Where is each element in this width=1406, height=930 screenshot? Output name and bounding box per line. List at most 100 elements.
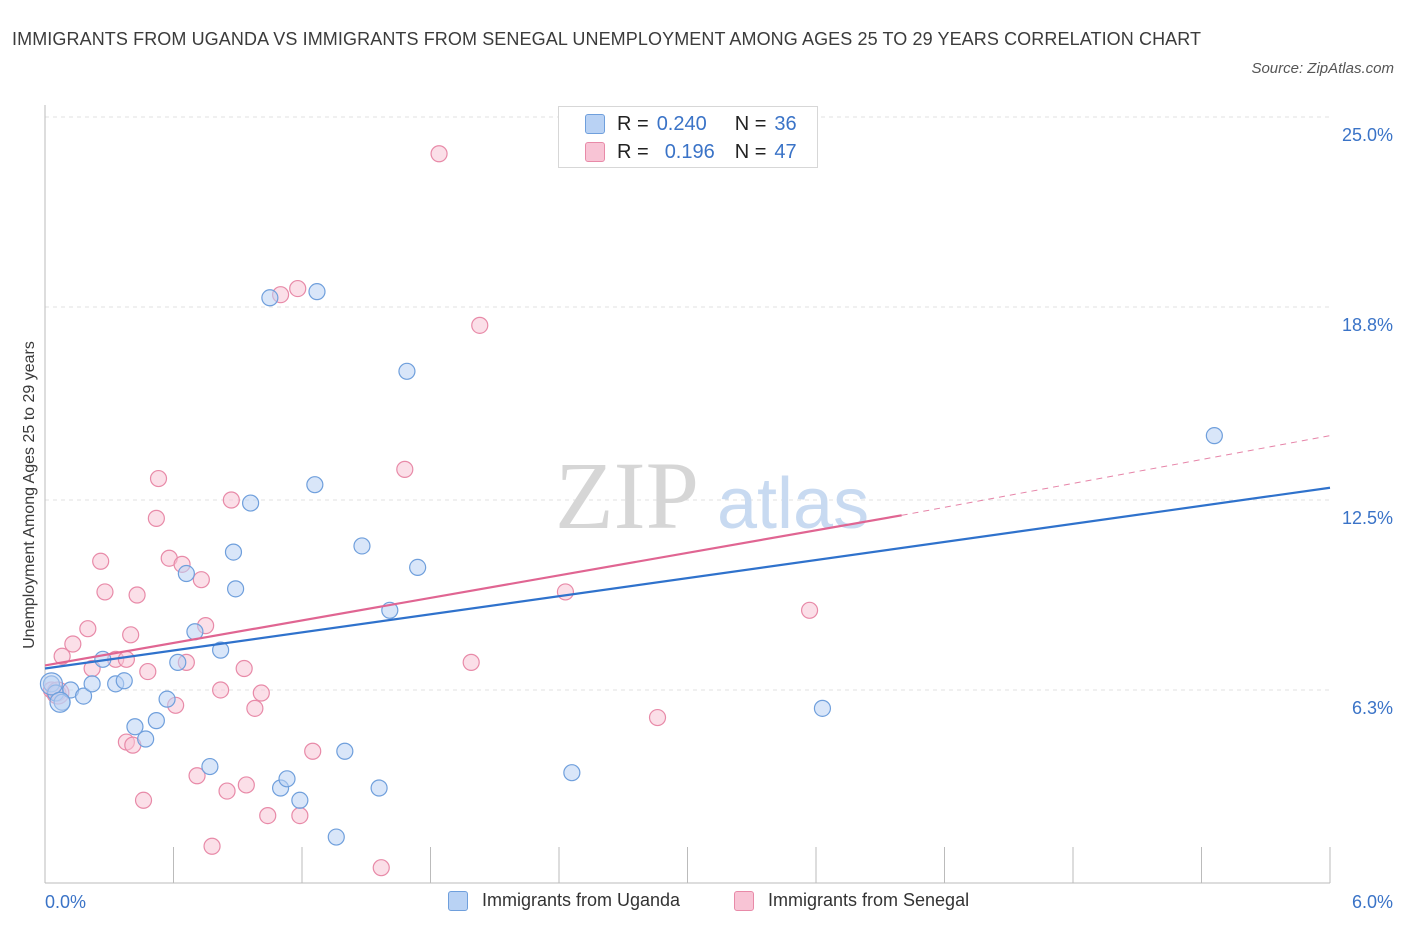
senegal-n-value: 47 (774, 140, 797, 163)
senegal-r-label: R = (617, 140, 649, 163)
senegal-point (237, 776, 255, 794)
trend-lines (44, 435, 1331, 670)
y-tick-label: 12.5% (1342, 508, 1393, 528)
senegal-point (188, 767, 206, 785)
uganda-point (813, 699, 832, 717)
y-tick-labels: 6.3% 12.5% 18.8% 25.0% (1342, 125, 1393, 718)
uganda-point (158, 690, 176, 708)
y-tick-label: 18.8% (1342, 315, 1393, 335)
uganda-point (177, 564, 195, 583)
chart-title: IMMIGRANTS FROM UGANDA VS IMMIGRANTS FRO… (12, 29, 1202, 49)
uganda-swatch (585, 114, 605, 134)
uganda-point (261, 289, 279, 307)
senegal-point (212, 681, 230, 699)
uganda-n-label: N = (734, 112, 767, 135)
watermark-zip: ZIP (555, 442, 699, 549)
senegal-point (117, 650, 135, 668)
senegal-point (252, 684, 270, 702)
uganda-point (308, 283, 326, 301)
senegal-swatch (585, 142, 605, 162)
uganda-point (291, 791, 309, 809)
uganda-point (398, 362, 416, 380)
senegal-point (203, 837, 221, 855)
senegal-point (222, 491, 240, 509)
axes (44, 105, 1331, 884)
senegal-point (79, 620, 97, 638)
senegal-trend-extension (901, 435, 1331, 516)
uganda-point (409, 558, 427, 577)
uganda-r-label: R = (617, 112, 649, 135)
senegal-point (291, 806, 309, 825)
senegal-n-label: N = (734, 140, 767, 163)
y-tick-label: 25.0% (1342, 125, 1393, 145)
legend-item-uganda[interactable]: Immigrants from Uganda (448, 890, 680, 911)
uganda-point (227, 580, 245, 598)
watermark-atlas: atlas (717, 464, 869, 544)
senegal-trend-line (44, 514, 902, 667)
senegal-point (53, 647, 71, 665)
series-legend: Immigrants from Uganda Immigrants from S… (0, 890, 1406, 916)
uganda-n-value: 36 (774, 112, 797, 135)
senegal-point (139, 662, 157, 681)
uganda-legend-label: Immigrants from Uganda (482, 890, 681, 910)
senegal-point (648, 708, 667, 727)
senegal-point (92, 552, 110, 570)
senegal-point (218, 782, 236, 800)
uganda-point (137, 730, 155, 748)
senegal-points (42, 145, 819, 877)
correlation-legend: R = 0.240 N = 36 R = 0.196 N = 47 (558, 106, 818, 168)
uganda-legend-swatch (448, 890, 468, 911)
senegal-point (556, 583, 575, 601)
senegal-point (64, 635, 82, 653)
uganda-point (224, 543, 243, 561)
uganda-trend-line (44, 486, 1331, 670)
uganda-point (115, 672, 133, 690)
senegal-point (147, 509, 165, 527)
senegal-point (192, 571, 210, 589)
uganda-point (212, 641, 230, 659)
senegal-point (149, 469, 168, 488)
uganda-point (306, 476, 324, 494)
uganda-point (1205, 427, 1223, 445)
senegal-point (304, 742, 322, 760)
uganda-point (169, 653, 187, 671)
uganda-point (83, 675, 101, 693)
senegal-legend-label: Immigrants from Senegal (768, 890, 970, 910)
uganda-point (563, 764, 581, 782)
uganda-points (39, 283, 1223, 846)
uganda-point (39, 672, 64, 696)
senegal-point (800, 601, 819, 619)
senegal-point (134, 791, 153, 809)
senegal-point (372, 859, 390, 877)
senegal-legend-swatch (734, 890, 754, 911)
uganda-point (242, 494, 260, 512)
legend-item-senegal[interactable]: Immigrants from Senegal (734, 890, 969, 911)
uganda-point (336, 742, 354, 760)
senegal-point (259, 806, 277, 825)
uganda-point (353, 537, 371, 555)
senegal-point (462, 653, 480, 671)
y-tick-label: 6.3% (1352, 698, 1393, 718)
watermark: ZIP atlas (555, 442, 869, 549)
legend-row-senegal: R = 0.196 N = 47 (585, 138, 797, 166)
source-label: Source: ZipAtlas.com (1251, 60, 1394, 77)
uganda-point (327, 828, 345, 846)
senegal-point (96, 583, 114, 601)
senegal-point (430, 145, 448, 163)
uganda-point (201, 757, 219, 776)
grid-lines (45, 116, 1330, 691)
uganda-point (147, 712, 165, 730)
uganda-r-value: 0.240 (656, 112, 707, 135)
senegal-point (128, 586, 146, 604)
senegal-point (122, 626, 140, 644)
legend-row-uganda: R = 0.240 N = 36 (585, 110, 797, 138)
x-tick-label: 0.0% (45, 892, 86, 912)
senegal-point (396, 460, 414, 478)
uganda-point (370, 779, 388, 797)
uganda-point (278, 770, 296, 788)
uganda-point (74, 687, 93, 705)
senegal-point (471, 316, 489, 334)
x-tick-label: 6.0% (1352, 892, 1393, 912)
uganda-point (49, 691, 71, 713)
